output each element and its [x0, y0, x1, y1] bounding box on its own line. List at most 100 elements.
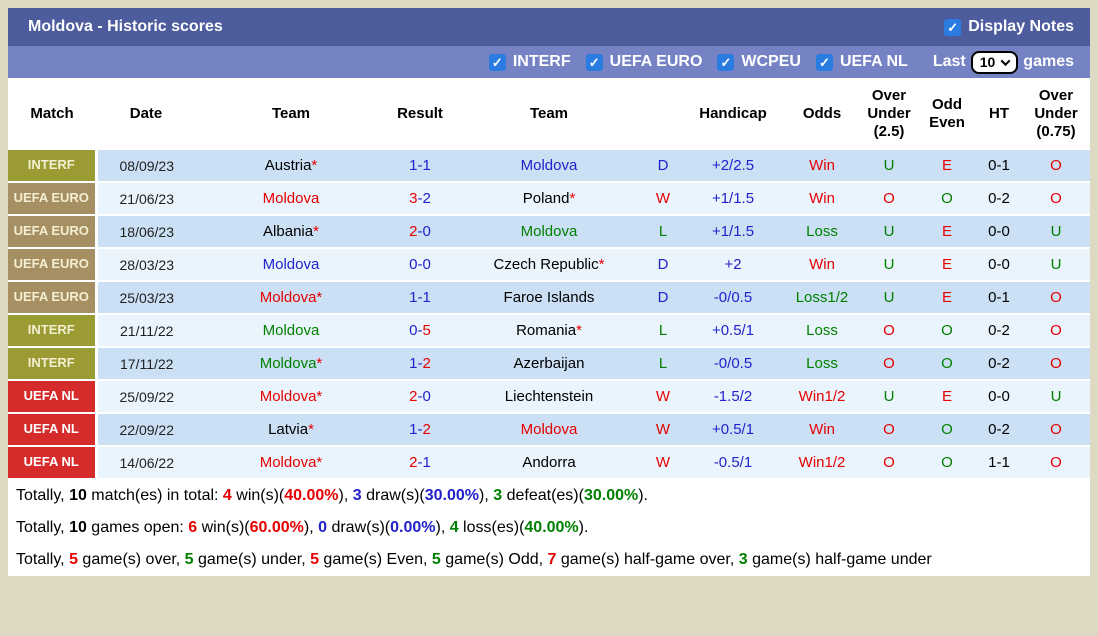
uefa-euro-checkbox[interactable]: ✓	[585, 53, 603, 71]
page-title: Moldova - Historic scores	[28, 18, 223, 35]
games-count-select[interactable]: 10	[970, 50, 1019, 74]
score-separator: -	[417, 454, 423, 471]
odds-result: Win1/2	[784, 446, 860, 480]
odd-even-value: O	[918, 446, 976, 480]
summary-segment: 40.00%	[524, 519, 579, 536]
half-time-score: 0-1	[976, 281, 1022, 315]
result-score: 2-0	[386, 380, 454, 414]
wdl-indicator: L	[644, 215, 682, 249]
result-score: 2-0	[386, 215, 454, 249]
league-badge: INTERF	[8, 314, 98, 348]
summary-segment: ),	[303, 519, 319, 536]
team-name: Moldova	[520, 421, 578, 438]
home-team: Moldova*	[196, 281, 386, 315]
away-score: 2	[422, 355, 431, 372]
away-team: Liechtenstein	[454, 380, 644, 414]
result-score: 1-2	[386, 347, 454, 381]
last-games-control: Last 10 games	[933, 50, 1074, 74]
summary-segment: 5	[431, 551, 441, 568]
home-team: Moldova	[196, 182, 386, 216]
match-date: 21/11/22	[96, 314, 196, 348]
match-date: 22/09/22	[96, 413, 196, 447]
result-score: 1-1	[386, 281, 454, 315]
summary-segment: match(es) in total:	[86, 487, 223, 504]
team-name: Liechtenstein	[504, 388, 594, 405]
filter-interf: ✓ INTERF	[488, 53, 571, 71]
star-marker: *	[316, 355, 323, 372]
odds-result: Loss1/2	[784, 281, 860, 315]
table-row: UEFA EURO 25/03/23 Moldova* 1-1 Faroe Is…	[8, 281, 1090, 315]
check-icon: ✓	[720, 54, 732, 70]
away-score: 0	[422, 388, 431, 405]
uefa-nl-checkbox[interactable]: ✓	[815, 53, 833, 71]
team-name: Moldova	[520, 157, 578, 174]
score-separator: -	[417, 190, 423, 207]
over-under-25-value: O	[860, 314, 918, 348]
away-score: 5	[422, 322, 431, 339]
table-row: INTERF 17/11/22 Moldova* 1-2 Azerbaijan …	[8, 347, 1090, 381]
summary-segment: game(s) Even,	[318, 551, 432, 568]
summary-segment: game(s) half-game over,	[556, 551, 739, 568]
summary-segment: win(s)(	[197, 519, 250, 536]
home-team: Albania*	[196, 215, 386, 249]
column-header-odd-even: Odd Even	[918, 78, 976, 150]
interf-checkbox[interactable]: ✓	[488, 53, 506, 71]
summary-segment: draw(s)(	[361, 487, 425, 504]
chevron-down-icon	[1000, 55, 1011, 66]
match-date: 21/06/23	[96, 182, 196, 216]
league-badge: INTERF	[8, 347, 98, 381]
check-icon: ✓	[947, 19, 959, 35]
away-score: 2	[422, 190, 431, 207]
summary-segment: 0	[318, 519, 327, 536]
match-date: 28/03/23	[96, 248, 196, 282]
star-marker: *	[316, 289, 323, 306]
over-under-25-value: O	[860, 347, 918, 381]
match-date: 14/06/22	[96, 446, 196, 480]
home-score: 2	[409, 388, 418, 405]
table-row: UEFA NL 25/09/22 Moldova* 2-0 Liechtenst…	[8, 380, 1090, 414]
filter-uefa-euro: ✓ UEFA EURO	[585, 53, 702, 71]
score-separator: -	[417, 157, 423, 174]
odds-result: Win1/2	[784, 380, 860, 414]
summary-segment: game(s) under,	[193, 551, 311, 568]
over-under-075-value: O	[1022, 182, 1090, 216]
summary-segment: game(s) Odd,	[440, 551, 548, 568]
over-under-25-value: U	[860, 380, 918, 414]
table-row: INTERF 21/11/22 Moldova 0-5 Romania* L +…	[8, 314, 1090, 348]
wdl-indicator: L	[644, 347, 682, 381]
summary-segment: 3	[493, 487, 503, 504]
score-separator: -	[417, 388, 423, 405]
wdl-indicator: W	[644, 182, 682, 216]
column-header-result: Result	[386, 78, 454, 150]
wcpeu-checkbox[interactable]: ✓	[717, 53, 735, 71]
over-under-075-value: O	[1022, 150, 1090, 183]
over-under-25-value: U	[860, 248, 918, 282]
odd-even-value: O	[918, 413, 976, 447]
table-row: INTERF 08/09/23 Austria* 1-1 Moldova D +…	[8, 150, 1090, 183]
result-score: 1-2	[386, 413, 454, 447]
home-score: 2	[409, 223, 418, 240]
star-marker: *	[598, 256, 605, 273]
score-separator: -	[417, 421, 423, 438]
team-name: Latvia	[268, 421, 309, 438]
over-under-075-value: O	[1022, 413, 1090, 447]
table-row: UEFA EURO 21/06/23 Moldova 3-2 Poland* W…	[8, 182, 1090, 216]
match-date: 18/06/23	[96, 215, 196, 249]
over-under-25-value: U	[860, 215, 918, 249]
over-under-075-value: O	[1022, 347, 1090, 381]
filter-wcpeu: ✓ WCPEU	[717, 53, 801, 71]
handicap-value: +1/1.5	[682, 182, 784, 216]
table-row: UEFA EURO 18/06/23 Albania* 2-0 Moldova …	[8, 215, 1090, 249]
league-badge: UEFA EURO	[8, 281, 98, 315]
display-notes-checkbox[interactable]: ✓	[944, 18, 962, 36]
league-badge: UEFA NL	[8, 446, 98, 480]
match-date: 25/03/23	[96, 281, 196, 315]
column-header-team-home: Team	[196, 78, 386, 150]
half-time-score: 0-2	[976, 182, 1022, 216]
summary-segment: 60.00%	[249, 519, 304, 536]
away-team: Andorra	[454, 446, 644, 480]
summary-games-open: Totally, 10 games open: 6 win(s)(60.00%)…	[8, 512, 1090, 544]
summary-segment: loss(es)(	[458, 519, 525, 536]
home-score: 1	[409, 421, 418, 438]
column-header-over-under-075: Over Under (0.75)	[1022, 78, 1090, 150]
